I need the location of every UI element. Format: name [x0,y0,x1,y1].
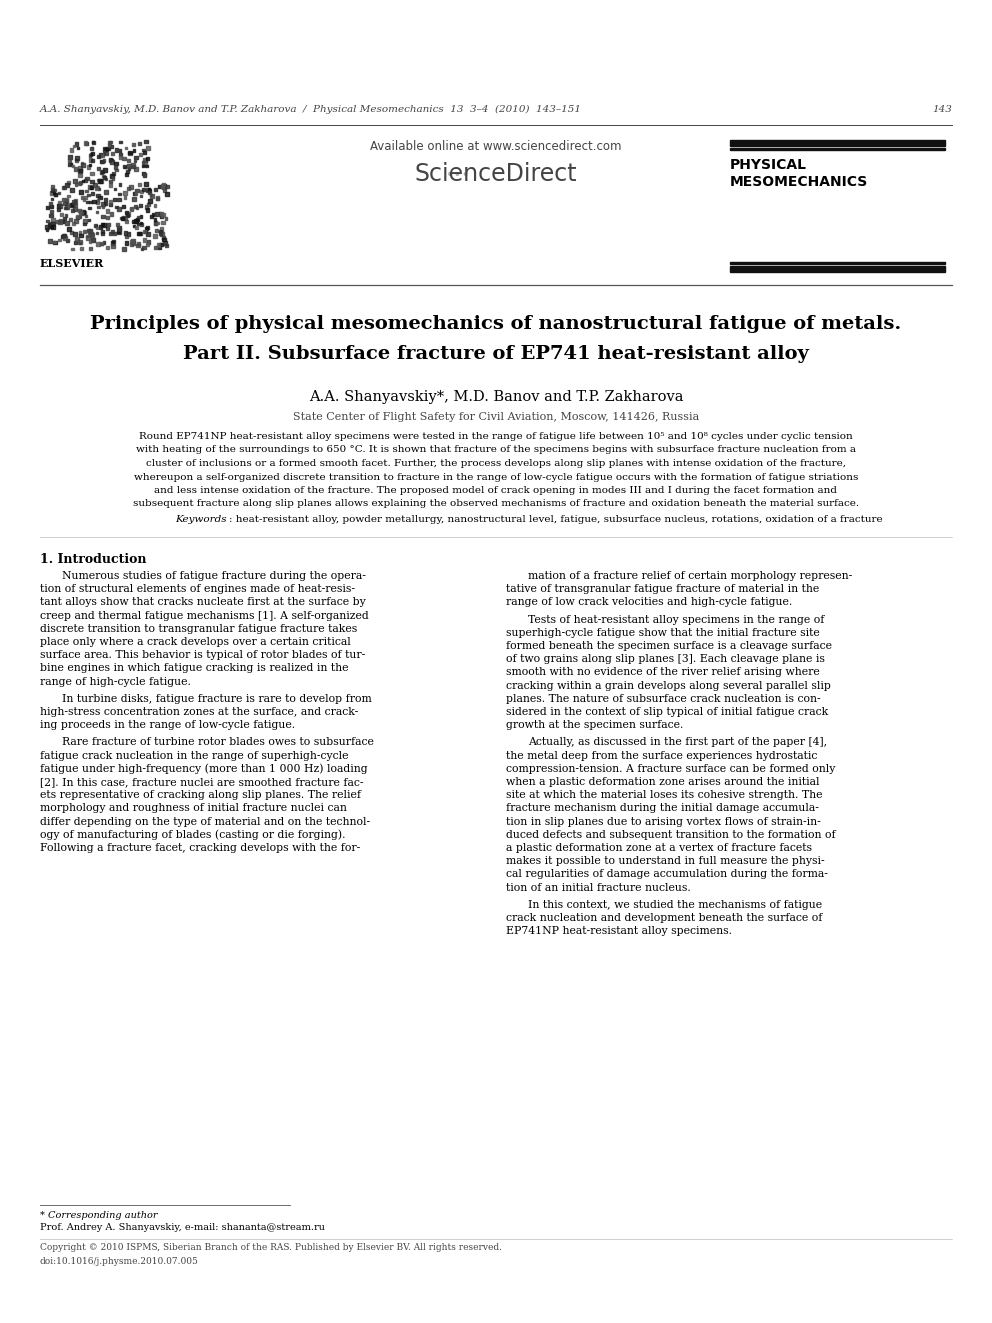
Text: planes. The nature of subsurface crack nucleation is con-: planes. The nature of subsurface crack n… [506,693,820,704]
Text: makes it possible to understand in full measure the physi-: makes it possible to understand in full … [506,856,824,867]
Text: a plastic deformation zone at a vertex of fracture facets: a plastic deformation zone at a vertex o… [506,843,812,853]
Text: Tests of heat-resistant alloy specimens in the range of: Tests of heat-resistant alloy specimens … [528,615,824,624]
Text: 1. Introduction: 1. Introduction [40,553,147,566]
Text: crack nucleation and development beneath the surface of: crack nucleation and development beneath… [506,913,822,923]
Bar [730,140,945,146]
Text: Prof. Andrey A. Shanyavskiy, e-mail: shananta@stream.ru: Prof. Andrey A. Shanyavskiy, e-mail: sha… [40,1222,325,1232]
Text: ELSEVIER: ELSEVIER [40,258,104,269]
Text: ets representative of cracking along slip planes. The relief: ets representative of cracking along sli… [40,790,361,800]
Text: Keywords: Keywords [175,515,226,524]
Text: fatigue under high-frequency (more than 1 000 Hz) loading: fatigue under high-frequency (more than … [40,763,368,774]
Text: tion of an initial fracture nucleus.: tion of an initial fracture nucleus. [506,882,690,893]
Text: State Center of Flight Safety for Civil Aviation, Moscow, 141426, Russia: State Center of Flight Safety for Civil … [293,411,699,422]
Text: tion of structural elements of engines made of heat-resis-: tion of structural elements of engines m… [40,585,355,594]
Text: : heat-resistant alloy, powder metallurgy, nanostructural level, fatigue, subsur: : heat-resistant alloy, powder metallurg… [229,515,883,524]
Text: morphology and roughness of initial fracture nuclei can: morphology and roughness of initial frac… [40,803,347,814]
Text: [2]. In this case, fracture nuclei are smoothed fracture fac-: [2]. In this case, fracture nuclei are s… [40,777,363,787]
Text: with heating of the surroundings to 650 °C. It is shown that fracture of the spe: with heating of the surroundings to 650 … [136,446,856,455]
Text: doi:10.1016/j.physme.2010.07.005: doi:10.1016/j.physme.2010.07.005 [40,1257,198,1266]
Text: surface area. This behavior is typical of rotor blades of tur-: surface area. This behavior is typical o… [40,650,365,660]
Text: and less intense oxidation of the fracture. The proposed model of crack opening : and less intense oxidation of the fractu… [155,486,837,495]
Text: 143: 143 [932,105,952,114]
Text: MESOMECHANICS: MESOMECHANICS [730,175,868,189]
Text: when a plastic deformation zone arises around the initial: when a plastic deformation zone arises a… [506,777,819,787]
Text: Part II. Subsurface fracture of EP741 heat-resistant alloy: Part II. Subsurface fracture of EP741 he… [184,345,808,363]
Bar [730,262,945,265]
Text: •••: ••• [446,168,471,183]
Bar [730,266,945,273]
Text: mation of a fracture relief of certain morphology represen-: mation of a fracture relief of certain m… [528,572,852,581]
Text: sidered in the context of slip typical of initial fatigue crack: sidered in the context of slip typical o… [506,706,828,717]
Text: differ depending on the type of material and on the technol-: differ depending on the type of material… [40,816,370,827]
Text: range of low crack velocities and high-cycle fatigue.: range of low crack velocities and high-c… [506,598,793,607]
Bar [730,148,945,149]
Text: Actually, as discussed in the first part of the paper [4],: Actually, as discussed in the first part… [528,737,827,747]
Text: duced defects and subsequent transition to the formation of: duced defects and subsequent transition … [506,830,835,840]
Text: growth at the specimen surface.: growth at the specimen surface. [506,720,683,730]
Text: tant alloys show that cracks nucleate first at the surface by: tant alloys show that cracks nucleate fi… [40,598,366,607]
Text: site at which the material loses its cohesive strength. The: site at which the material loses its coh… [506,790,822,800]
Text: fracture mechanism during the initial damage accumula-: fracture mechanism during the initial da… [506,803,818,814]
Text: Available online at www.sciencedirect.com: Available online at www.sciencedirect.co… [370,140,622,153]
Text: range of high-cycle fatigue.: range of high-cycle fatigue. [40,676,190,687]
Text: ogy of manufacturing of blades (casting or die forging).: ogy of manufacturing of blades (casting … [40,830,345,840]
Text: compression-tension. A fracture surface can be formed only: compression-tension. A fracture surface … [506,763,835,774]
Text: cracking within a grain develops along several parallel slip: cracking within a grain develops along s… [506,680,831,691]
Text: Following a fracture facet, cracking develops with the for-: Following a fracture facet, cracking dev… [40,843,360,853]
Text: * Corresponding author: * Corresponding author [40,1211,158,1220]
Text: cal regularities of damage accumulation during the forma-: cal regularities of damage accumulation … [506,869,828,880]
Text: Round EP741NP heat-resistant alloy specimens were tested in the range of fatigue: Round EP741NP heat-resistant alloy speci… [139,433,853,441]
Text: A.A. Shanyavskiy, M.D. Banov and T.P. Zakharova  /  Physical Mesomechanics  13  : A.A. Shanyavskiy, M.D. Banov and T.P. Za… [40,105,582,114]
Text: ing proceeds in the range of low-cycle fatigue.: ing proceeds in the range of low-cycle f… [40,720,296,730]
Text: formed beneath the specimen surface is a cleavage surface: formed beneath the specimen surface is a… [506,642,832,651]
Text: superhigh-cycle fatigue show that the initial fracture site: superhigh-cycle fatigue show that the in… [506,628,819,638]
Text: place only where a crack develops over a certain critical: place only where a crack develops over a… [40,636,351,647]
Text: tative of transgranular fatigue fracture of material in the: tative of transgranular fatigue fracture… [506,585,819,594]
Text: In this context, we studied the mechanisms of fatigue: In this context, we studied the mechanis… [528,900,822,910]
Text: PHYSICAL: PHYSICAL [730,157,807,172]
Text: subsequent fracture along slip planes allows explaining the observed mechanisms : subsequent fracture along slip planes al… [133,500,859,508]
Text: creep and thermal fatigue mechanisms [1]. A self-organized: creep and thermal fatigue mechanisms [1]… [40,611,369,620]
Text: of two grains along slip planes [3]. Each cleavage plane is: of two grains along slip planes [3]. Eac… [506,654,825,664]
Text: high-stress concentration zones at the surface, and crack-: high-stress concentration zones at the s… [40,706,358,717]
Text: In turbine disks, fatigue fracture is rare to develop from: In turbine disks, fatigue fracture is ra… [62,693,372,704]
Text: discrete transition to transgranular fatigue fracture takes: discrete transition to transgranular fat… [40,624,357,634]
Text: EP741NP heat-resistant alloy specimens.: EP741NP heat-resistant alloy specimens. [506,926,732,937]
Text: A.A. Shanyavskiy*, M.D. Banov and T.P. Zakharova: A.A. Shanyavskiy*, M.D. Banov and T.P. Z… [309,390,683,404]
Text: smooth with no evidence of the river relief arising where: smooth with no evidence of the river rel… [506,667,819,677]
Text: fatigue crack nucleation in the range of superhigh-cycle: fatigue crack nucleation in the range of… [40,750,348,761]
Text: the metal deep from the surface experiences hydrostatic: the metal deep from the surface experien… [506,750,817,761]
Text: bine engines in which fatigue cracking is realized in the: bine engines in which fatigue cracking i… [40,663,348,673]
Text: whereupon a self-organized discrete transition to fracture in the range of low-c: whereupon a self-organized discrete tran… [134,472,858,482]
Text: Principles of physical mesomechanics of nanostructural fatigue of metals.: Principles of physical mesomechanics of … [90,315,902,333]
Text: cluster of inclusions or a formed smooth facet. Further, the process develops al: cluster of inclusions or a formed smooth… [146,459,846,468]
Text: Rare fracture of turbine rotor blades owes to subsurface: Rare fracture of turbine rotor blades ow… [62,737,374,747]
Text: Copyright © 2010 ISPMS, Siberian Branch of the RAS. Published by Elsevier BV. Al: Copyright © 2010 ISPMS, Siberian Branch … [40,1244,502,1252]
Text: tion in slip planes due to arising vortex flows of strain-in-: tion in slip planes due to arising vorte… [506,816,820,827]
Text: ScienceDirect: ScienceDirect [415,161,577,187]
Text: Numerous studies of fatigue fracture during the opera-: Numerous studies of fatigue fracture dur… [62,572,366,581]
